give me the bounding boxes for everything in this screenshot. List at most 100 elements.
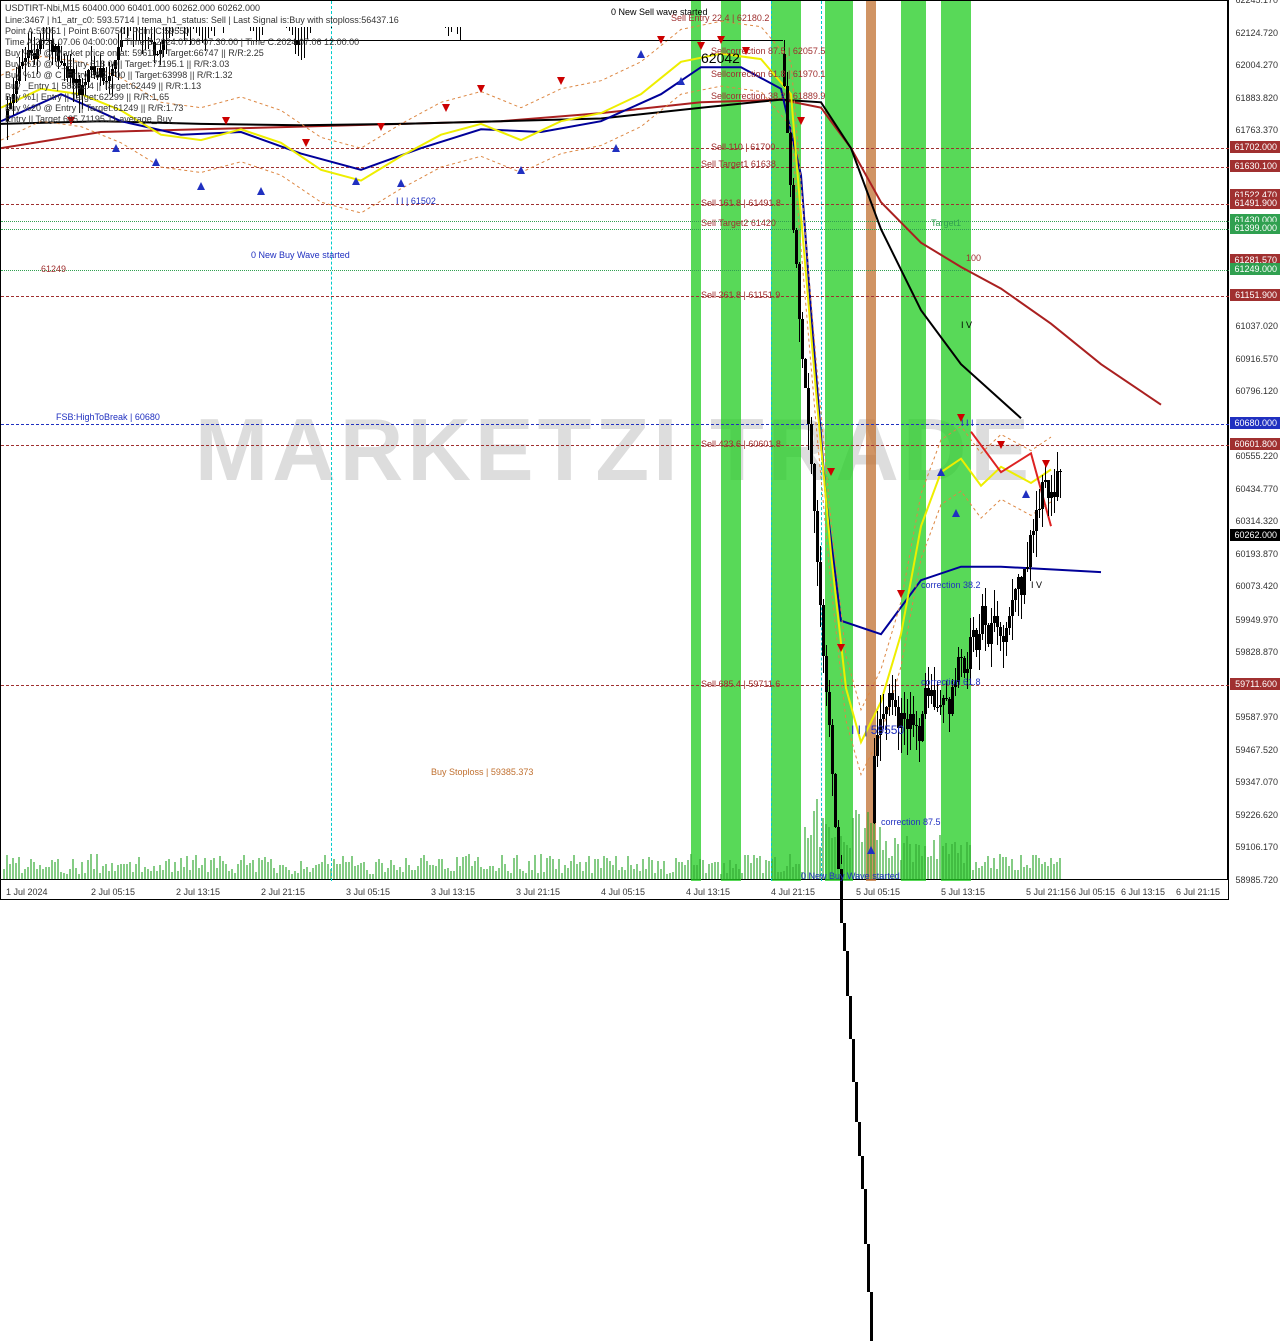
chart-annotation: Sell 110 | 61700 xyxy=(711,142,775,152)
volume-bar xyxy=(789,854,791,879)
volume-bar xyxy=(597,859,599,879)
volume-bar xyxy=(252,860,254,879)
volume-bar xyxy=(420,858,422,879)
volume-bar xyxy=(138,857,140,880)
volume-bar xyxy=(1017,870,1019,879)
volume-bar xyxy=(27,867,29,879)
volume-bar xyxy=(381,863,383,879)
arrow-down-icon xyxy=(827,468,835,476)
chart-container[interactable]: MARKETZI TRADE Sell Entry -50 | 622700 N… xyxy=(0,0,1228,900)
arrow-up-icon xyxy=(197,182,205,190)
volume-bar xyxy=(399,867,401,879)
volume-bar xyxy=(954,842,956,879)
volume-bar xyxy=(708,864,710,879)
volume-bar xyxy=(633,869,635,879)
volume-bar xyxy=(696,865,698,879)
volume-bar xyxy=(468,854,470,879)
volume-bar xyxy=(111,863,113,879)
volume-bar xyxy=(135,864,137,879)
x-axis: 1 Jul 20242 Jul 05:152 Jul 13:152 Jul 21… xyxy=(1,879,1229,899)
candle xyxy=(330,27,333,29)
candle xyxy=(840,855,843,864)
volume-bar xyxy=(978,868,980,879)
arrow-up-icon xyxy=(937,468,945,476)
volume-bar xyxy=(243,855,245,879)
volume-bar xyxy=(114,871,116,879)
volume-bar xyxy=(81,862,83,879)
volume-bar xyxy=(558,859,560,879)
volume-bar xyxy=(474,861,476,879)
volume-bar xyxy=(969,845,971,879)
volume-bar xyxy=(210,860,212,879)
volume-bar xyxy=(744,855,746,879)
volume-bar xyxy=(630,865,632,879)
arrow-up-icon xyxy=(1022,490,1030,498)
volume-bar xyxy=(498,868,500,879)
volume-bar xyxy=(342,856,344,879)
volume-bar xyxy=(456,857,458,879)
volume-bar xyxy=(516,855,518,879)
chart-annotation: Sell 161.8 | 61491.8 xyxy=(701,198,781,208)
volume-bar xyxy=(780,872,782,879)
volume-bar xyxy=(624,870,626,879)
volume-bar xyxy=(555,869,557,879)
volume-bar xyxy=(714,862,716,879)
volume-bar xyxy=(543,872,545,879)
chart-annotation: correction 61.8 xyxy=(921,677,981,687)
volume-bar xyxy=(678,862,680,879)
volume-bar xyxy=(615,856,617,880)
volume-bar xyxy=(249,863,251,879)
volume-bar xyxy=(426,861,428,879)
volume-bar xyxy=(570,861,572,879)
volume-bar xyxy=(1011,859,1013,879)
volume-bar xyxy=(951,844,953,879)
y-axis-tick: 59467.520 xyxy=(1230,745,1280,755)
arrow-down-icon xyxy=(222,117,230,125)
volume-bar xyxy=(666,874,668,879)
horizontal-line xyxy=(1,445,1229,446)
volume-bar xyxy=(432,865,434,879)
volume-bar xyxy=(396,870,398,879)
ma-line xyxy=(1,67,1101,634)
volume-bar xyxy=(96,854,98,879)
y-axis-tick: 61883.820 xyxy=(1230,93,1280,103)
volume-bar xyxy=(159,865,161,879)
volume-bar xyxy=(336,864,338,879)
arrow-down-icon xyxy=(302,139,310,147)
volume-bar xyxy=(921,856,923,879)
volume-bar xyxy=(453,871,455,879)
volume-bar xyxy=(1056,862,1058,879)
chart-annotation: Sellcorrection 61.8 | 61970.1 xyxy=(711,69,825,79)
volume-bar xyxy=(465,856,467,879)
volume-bar xyxy=(228,871,230,879)
volume-bar xyxy=(1047,866,1049,879)
arrow-up-icon xyxy=(352,177,360,185)
volume-bar xyxy=(294,871,296,879)
volume-bar xyxy=(312,868,314,879)
volume-bar xyxy=(183,867,185,879)
volume-bar xyxy=(687,860,689,879)
arrow-down-icon xyxy=(657,36,665,44)
volume-bar xyxy=(198,868,200,879)
y-axis-tick: 60916.570 xyxy=(1230,354,1280,364)
y-axis-tick: 62245.170 xyxy=(1230,0,1280,5)
y-axis-tick: 59226.620 xyxy=(1230,810,1280,820)
x-axis-tick: 6 Jul 13:15 xyxy=(1121,887,1165,897)
volume-bar xyxy=(585,862,587,879)
y-axis-tick: 62124.720 xyxy=(1230,28,1280,38)
volume-bar xyxy=(303,869,305,879)
volume-bar xyxy=(1044,862,1046,879)
volume-bar xyxy=(579,862,581,879)
candle xyxy=(222,27,225,33)
volume-bar xyxy=(513,858,515,879)
info-line: Buy %20 @ Market price on at: 59611 || T… xyxy=(5,48,264,58)
volume-bar xyxy=(930,856,932,879)
volume-bar xyxy=(354,866,356,879)
x-axis-tick: 5 Jul 21:15 xyxy=(1026,887,1070,897)
volume-bar xyxy=(972,870,974,879)
volume-bar xyxy=(126,864,128,879)
chart-annotation: Sell Entry 22.4 | 62180.2 xyxy=(671,13,769,23)
chart-annotation: Sell 423.6 | 60601.8 xyxy=(701,439,781,449)
arrow-down-icon xyxy=(717,36,725,44)
arrow-down-icon xyxy=(837,644,845,652)
